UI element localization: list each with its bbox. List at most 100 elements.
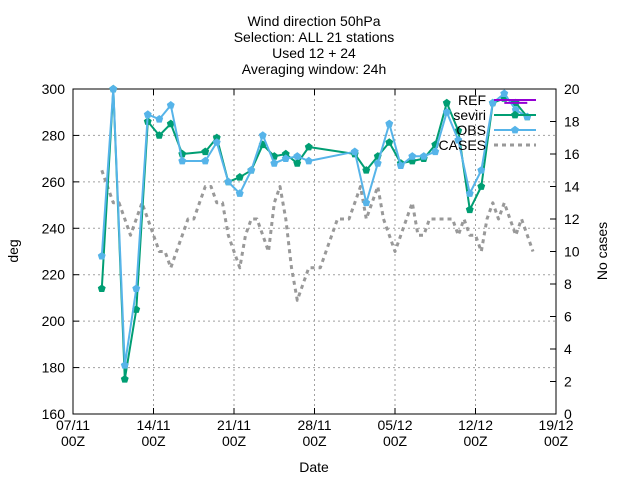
data-point xyxy=(132,284,141,292)
data-point xyxy=(350,147,359,156)
x-tick-label: 00Z xyxy=(141,433,166,449)
x-axis-ticks: 07/1100Z14/1100Z21/1100Z28/1100Z05/1200Z… xyxy=(56,89,574,449)
y2-tick-label: 18 xyxy=(564,114,580,130)
data-point xyxy=(304,156,313,165)
data-point xyxy=(477,182,486,190)
y2-tick-label: 6 xyxy=(564,309,572,325)
y-tick-label: 240 xyxy=(42,220,66,236)
data-point xyxy=(178,156,187,165)
data-point xyxy=(396,161,405,169)
title-line: Used 12 + 24 xyxy=(272,45,356,61)
data-point xyxy=(293,152,302,160)
x-tick-label: 00Z xyxy=(383,433,408,449)
data-point xyxy=(385,138,394,146)
data-point xyxy=(431,147,440,156)
title-line: Wind direction 50hPa xyxy=(247,13,380,29)
data-point xyxy=(454,126,463,135)
data-point xyxy=(166,101,175,109)
x-tick-label: 28/11 xyxy=(298,417,332,433)
data-point xyxy=(500,89,509,97)
x-tick-label: 21/11 xyxy=(217,417,251,433)
x-tick-label: 05/12 xyxy=(377,417,412,433)
legend-marker xyxy=(511,110,519,119)
data-point xyxy=(212,138,221,146)
series-line-obs xyxy=(100,88,528,367)
y-tick-label: 280 xyxy=(42,127,66,143)
x-axis-label: Date xyxy=(299,459,329,475)
data-point xyxy=(373,159,382,167)
title-line: Selection: ALL 21 stations xyxy=(234,29,395,45)
y-tick-label: 300 xyxy=(42,81,66,97)
series xyxy=(97,84,535,383)
y2-tick-label: 4 xyxy=(564,341,572,357)
y-axis-ticks: 160 180 200 220 240 260 280 300 xyxy=(42,81,79,422)
y2-tick-label: 12 xyxy=(564,211,580,227)
x-tick-label: 12/12 xyxy=(458,417,493,433)
data-point xyxy=(201,147,210,156)
y2-tick-label: 8 xyxy=(564,276,572,292)
data-point xyxy=(304,142,313,151)
data-point xyxy=(97,251,106,260)
y-tick-label: 200 xyxy=(42,313,66,329)
data-point xyxy=(155,131,164,139)
y2-tick-label: 10 xyxy=(564,244,580,260)
grid xyxy=(73,89,556,414)
data-point xyxy=(212,133,221,142)
data-point xyxy=(166,119,175,128)
data-point xyxy=(258,131,267,139)
y2-tick-label: 2 xyxy=(564,374,572,390)
x-tick-label: 00Z xyxy=(302,433,327,449)
series-cases xyxy=(100,169,535,302)
data-point xyxy=(385,119,394,128)
data-point xyxy=(143,110,152,118)
data-point xyxy=(120,361,129,369)
y-axis-label: deg xyxy=(5,239,21,262)
y2-axis-ticks: 0 2 4 6 8 10 12 14 16 18 20 xyxy=(550,81,580,422)
data-point xyxy=(293,159,302,167)
data-point xyxy=(465,189,474,197)
data-point xyxy=(465,205,474,214)
data-point xyxy=(442,108,451,116)
data-point xyxy=(477,166,486,174)
y2-tick-label: 16 xyxy=(564,146,580,162)
legend-label: REF xyxy=(458,92,486,108)
y-tick-label: 160 xyxy=(42,406,66,422)
x-tick-label: 00Z xyxy=(463,433,488,449)
data-point xyxy=(224,177,233,186)
series-line-cases xyxy=(100,169,535,302)
y-tick-label: 180 xyxy=(42,360,66,376)
data-point xyxy=(281,154,290,162)
data-point xyxy=(408,152,417,160)
legend-label: CASES xyxy=(439,137,486,153)
data-point xyxy=(511,105,520,114)
y2-tick-label: 14 xyxy=(564,179,580,195)
x-tick-label: 19/12 xyxy=(538,417,573,433)
title-line: Averaging window: 24h xyxy=(242,61,387,77)
x-tick-label: 14/11 xyxy=(137,417,171,433)
data-point xyxy=(442,98,451,107)
x-tick-label: 00Z xyxy=(544,433,569,449)
legend-label: OBS xyxy=(456,122,486,138)
series-obs xyxy=(97,84,532,369)
data-point xyxy=(454,135,463,144)
data-point xyxy=(155,115,164,123)
data-point xyxy=(419,152,428,160)
y2-tick-label: 20 xyxy=(564,81,580,97)
data-point xyxy=(247,166,256,174)
x-tick-label: 07/11 xyxy=(56,417,90,433)
data-point xyxy=(97,284,106,292)
y-tick-label: 220 xyxy=(42,267,66,283)
data-point xyxy=(120,375,129,383)
legend-marker xyxy=(511,125,519,134)
data-point xyxy=(270,159,279,167)
data-point xyxy=(281,149,290,158)
data-point xyxy=(235,173,244,181)
data-point xyxy=(362,166,371,174)
data-point xyxy=(235,189,244,197)
x-tick-label: 00Z xyxy=(61,433,86,449)
x-tick-label: 00Z xyxy=(222,433,247,449)
y2-tick-label: 0 xyxy=(564,406,572,422)
